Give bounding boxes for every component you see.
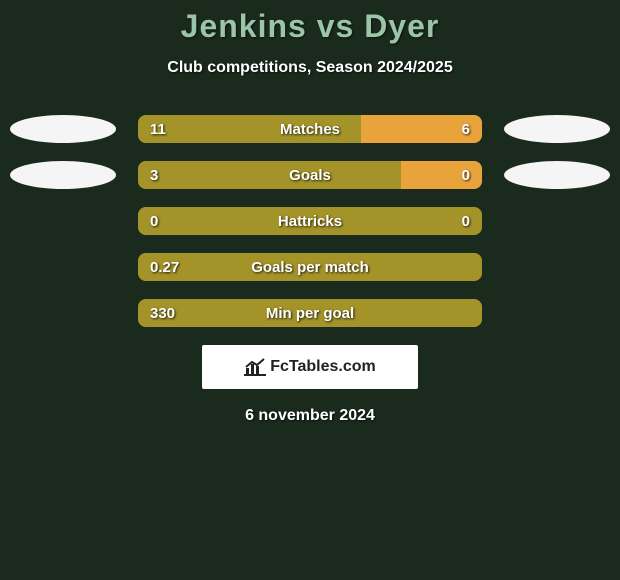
player-right-marker	[504, 253, 610, 281]
page-title: Jenkins vs Dyer	[0, 8, 620, 45]
player-left-marker	[10, 299, 116, 327]
player-right-marker	[504, 207, 610, 235]
logo-inner: FcTables.com	[244, 358, 376, 376]
stat-value-right: 0	[462, 207, 470, 235]
stat-row: Matches11 6	[0, 115, 620, 143]
comparison-card: Jenkins vs Dyer Club competitions, Seaso…	[0, 0, 620, 425]
stat-value-left: 3	[150, 161, 158, 189]
player-left-marker	[10, 115, 116, 143]
stat-value-left: 0	[150, 207, 158, 235]
player-left-marker	[10, 207, 116, 235]
stat-row: Hattricks0 0	[0, 207, 620, 235]
date-label: 6 november 2024	[0, 407, 620, 425]
stat-label: Goals	[138, 161, 482, 189]
stat-label: Min per goal	[138, 299, 482, 327]
stat-row: Goals3 0	[0, 161, 620, 189]
stat-bar: Goals per match0.27	[138, 253, 482, 281]
ellipse-icon	[10, 161, 116, 189]
ellipse-icon	[504, 161, 610, 189]
stats-list: Matches116Goals30Hattricks00Goals per ma…	[0, 115, 620, 327]
stat-label: Matches	[138, 115, 482, 143]
logo-text: FcTables.com	[270, 358, 376, 376]
player-left-marker	[10, 161, 116, 189]
stat-row: Goals per match0.27	[0, 253, 620, 281]
subtitle: Club competitions, Season 2024/2025	[0, 59, 620, 77]
stat-label: Hattricks	[138, 207, 482, 235]
stat-value-left: 330	[150, 299, 175, 327]
stat-bar: Hattricks0 0	[138, 207, 482, 235]
stat-bar: Matches11 6	[138, 115, 482, 143]
stat-value-left: 0.27	[150, 253, 179, 281]
stat-value-left: 11	[150, 115, 166, 143]
player-right-marker	[504, 161, 610, 189]
stat-value-right: 0	[462, 161, 470, 189]
ellipse-icon	[10, 115, 116, 143]
stat-row: Min per goal330	[0, 299, 620, 327]
player-right-marker	[504, 299, 610, 327]
chart-icon	[244, 358, 266, 376]
stat-bar: Goals3 0	[138, 161, 482, 189]
player-left-marker	[10, 253, 116, 281]
player-right-marker	[504, 115, 610, 143]
ellipse-icon	[504, 115, 610, 143]
stat-bar: Min per goal330	[138, 299, 482, 327]
stat-value-right: 6	[462, 115, 470, 143]
source-logo: FcTables.com	[202, 345, 418, 389]
stat-label: Goals per match	[138, 253, 482, 281]
